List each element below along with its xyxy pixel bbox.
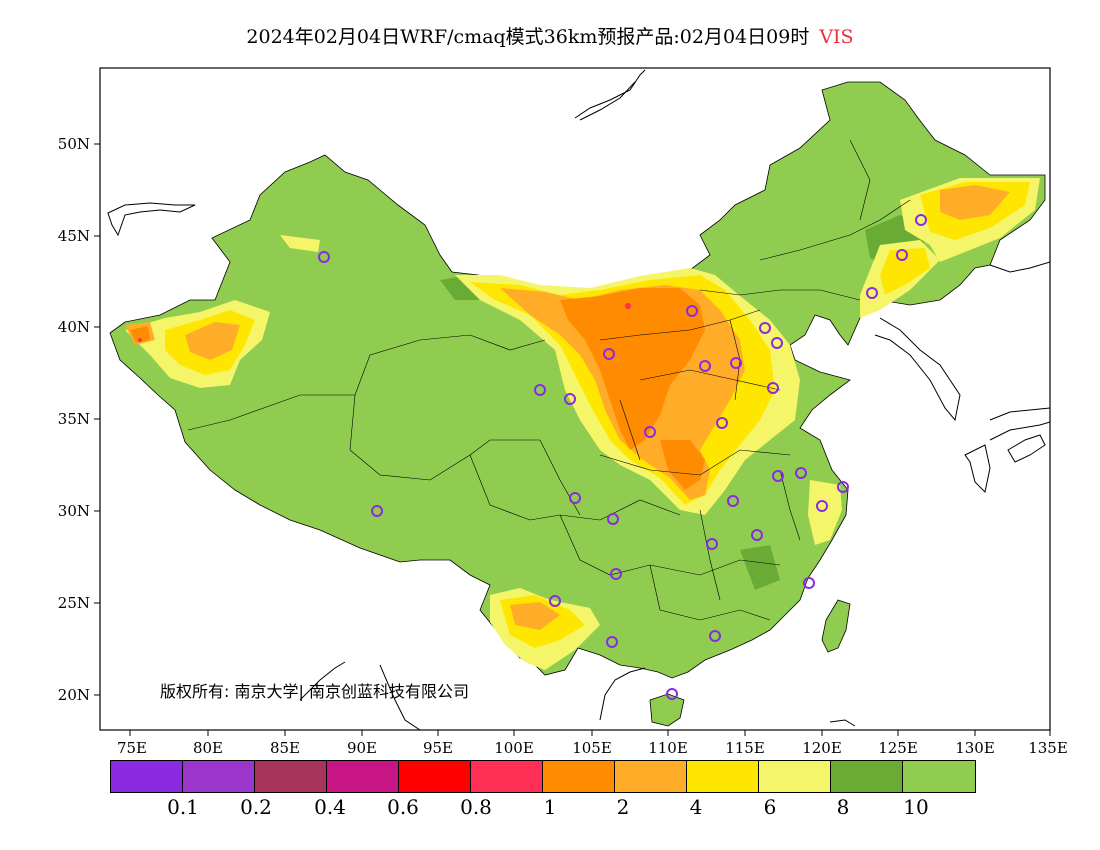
station-markers [318,214,927,700]
station-marker [716,417,728,429]
station-marker [795,467,807,479]
station-marker [915,214,927,226]
y-tick-label: 40N [58,318,90,336]
legend-label: 0.6 [387,795,419,819]
legend-labels: 0.1 0.2 0.4 0.6 0.8 1 2 4 6 8 10 [110,795,990,819]
legend-swatch [759,761,831,792]
y-tick-label: 50N [58,135,90,153]
legend-label: 8 [836,795,850,819]
x-tick-label: 80E [193,739,223,757]
legend-label: 6 [763,795,777,819]
x-tick-label: 125E [878,739,918,757]
legend-label: 10 [903,795,929,819]
legend-label: 2 [616,795,630,819]
x-tick-label: 120E [802,739,842,757]
legend-label: 0.1 [167,795,199,819]
legend-swatch [615,761,687,792]
legend-swatch [111,761,183,792]
station-marker [603,348,615,360]
neighbour-coastlines [107,69,1050,730]
x-tick-label: 90E [347,739,377,757]
legend-label: 0.2 [240,795,272,819]
taiwan-island [821,599,851,653]
station-marker [549,595,561,607]
station-marker [318,251,330,263]
station-marker [771,337,783,349]
legend-swatch [471,761,543,792]
variable-label: VIS [819,26,854,48]
title-text: 2024年02月04日WRF/cmaq模式36km预报产品:02月04日09时 [246,26,810,48]
legend-label: 0.4 [314,795,346,819]
legend-swatch [255,761,327,792]
station-marker [706,538,718,550]
legend-swatch [543,761,615,792]
legend-swatch [831,761,903,792]
y-tick-label: 20N [58,686,90,704]
station-marker [534,384,546,396]
x-tick-label: 85E [270,739,300,757]
legend-swatch [399,761,471,792]
station-marker [767,382,779,394]
orange-areas [130,288,705,490]
station-marker [803,577,815,589]
y-tick-label: 30N [58,502,90,520]
y-tick-label: 25N [58,594,90,612]
station-marker [759,322,771,334]
x-tick-label: 115E [725,739,765,757]
x-axis: 75E 80E 85E 90E 95E 100E 105E 110E 115E … [117,730,1068,757]
map-frame [99,67,1051,731]
legend-label: 4 [689,795,703,819]
station-marker [644,426,656,438]
station-marker [837,481,849,493]
y-tick-label: 35N [58,410,90,428]
station-marker [699,360,711,372]
y-axis: 50N 45N 40N 35N 30N 25N 20N [58,135,100,704]
station-marker [371,505,383,517]
legend-colorbar [110,760,976,793]
x-tick-label: 135E [1028,739,1068,757]
x-tick-label: 105E [572,739,612,757]
station-marker [564,393,576,405]
legend-swatch [903,761,975,792]
legend-label: 1 [543,795,557,819]
station-marker [686,305,698,317]
station-marker [727,495,739,507]
station-marker [607,513,619,525]
x-tick-label: 130E [955,739,995,757]
station-marker [896,249,908,261]
hainan-island [649,693,685,727]
x-tick-label: 100E [494,739,534,757]
station-marker [751,529,763,541]
station-marker [569,492,581,504]
station-marker [816,500,828,512]
x-tick-label: 95E [423,739,453,757]
legend-swatch [183,761,255,792]
y-tick-label: 45N [58,227,90,245]
map-title: 2024年02月04日WRF/cmaq模式36km预报产品:02月04日09时 V… [0,22,1100,49]
x-tick-label: 110E [648,739,688,757]
red-spots [138,303,631,342]
legend-swatch [687,761,759,792]
station-marker [709,630,721,642]
station-marker [866,287,878,299]
x-tick-label: 75E [117,739,147,757]
station-marker [666,688,678,700]
station-marker [772,470,784,482]
legend-label: 0.8 [460,795,492,819]
map-content [107,69,1050,730]
copyright-text: 版权所有: 南京大学| 南京创蓝科技有限公司 [160,682,469,701]
legend-swatch [327,761,399,792]
station-marker [606,636,618,648]
station-marker [610,568,622,580]
station-marker [730,357,742,369]
